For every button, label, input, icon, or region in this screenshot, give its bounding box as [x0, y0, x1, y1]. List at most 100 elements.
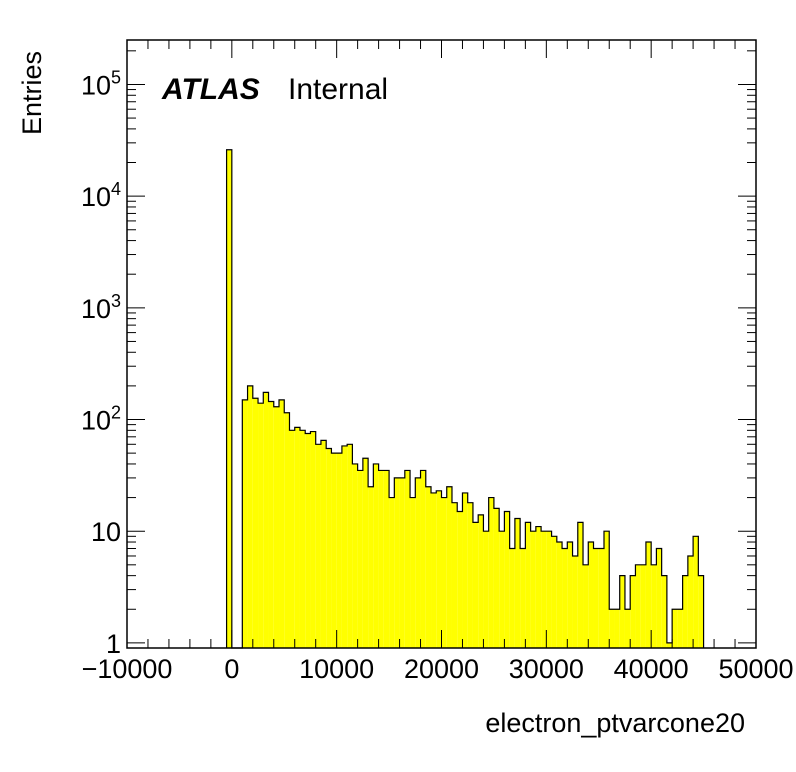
- histogram-bar: [415, 477, 421, 648]
- histogram-bar: [331, 453, 337, 648]
- histogram-bar: [399, 477, 405, 648]
- x-tick-label: 20000: [404, 654, 479, 684]
- histogram-bar: [299, 430, 306, 648]
- histogram-bar: [441, 497, 447, 648]
- histogram-bar: [467, 502, 473, 648]
- histogram-bar: [326, 448, 332, 648]
- histogram-bar: [404, 470, 411, 648]
- histogram-bar: [509, 548, 515, 648]
- histogram-bar: [645, 542, 652, 648]
- histogram-bar: [305, 433, 311, 648]
- y-tick-label: 10: [91, 517, 121, 547]
- histogram-bar: [341, 445, 348, 648]
- histogram-bar: [472, 522, 479, 648]
- histogram-bar: [478, 514, 484, 648]
- histogram-bar: [410, 497, 416, 648]
- histogram-bar: [347, 444, 353, 648]
- histogram-bar: [368, 486, 374, 648]
- histogram-bar: [294, 427, 300, 648]
- histogram-bar: [572, 555, 578, 648]
- histogram-bar: [656, 548, 662, 648]
- histogram-bar: [451, 502, 458, 648]
- histogram-bar: [493, 508, 500, 648]
- histogram-bar: [436, 490, 442, 648]
- histogram-bar: [263, 392, 269, 648]
- histogram-bar: [530, 531, 536, 648]
- x-tick-label: 50000: [718, 654, 793, 684]
- histogram-bar: [514, 518, 521, 648]
- y-axis-ticks: [127, 50, 756, 644]
- histogram-bar: [698, 575, 704, 648]
- histogram-bar: [614, 609, 620, 648]
- histogram-bar: [609, 609, 615, 648]
- histogram-bar: [666, 642, 673, 648]
- histogram-bar: [373, 463, 379, 648]
- x-tick-label: −10000: [82, 654, 173, 684]
- x-tick-label: 40000: [614, 654, 689, 684]
- x-tick-label: 10000: [299, 654, 374, 684]
- histogram-bar: [499, 531, 505, 648]
- histogram-bar: [551, 536, 557, 648]
- y-axis-title: Entries: [17, 51, 47, 135]
- histogram-bar: [310, 431, 316, 648]
- histogram-bar: [593, 548, 599, 648]
- x-tick-label: 30000: [509, 654, 584, 684]
- histogram-bar: [661, 575, 667, 648]
- histogram-bar: [352, 463, 358, 648]
- histogram-bar: [541, 531, 547, 648]
- histogram-bar: [336, 453, 342, 648]
- histogram-bar: [630, 575, 636, 648]
- histogram-bar: [462, 492, 468, 648]
- histogram-bar: [457, 511, 463, 648]
- y-tick-label: 1: [106, 629, 121, 659]
- histogram-bar: [420, 470, 426, 648]
- y-tick-label: 105: [81, 67, 121, 100]
- histogram-bar: [520, 548, 526, 648]
- histogram-outline: [225, 149, 705, 649]
- histogram-bar: [284, 412, 290, 648]
- histogram-bar: [242, 399, 248, 648]
- histogram-bar: [693, 536, 699, 648]
- y-tick-label: 103: [81, 291, 121, 324]
- histogram-bar: [252, 398, 259, 648]
- histogram-bar: [651, 564, 657, 648]
- histogram-bar: [320, 440, 327, 648]
- histogram-bar: [362, 458, 369, 648]
- histogram-bars: [225, 149, 705, 649]
- histogram-bar: [577, 522, 584, 648]
- y-tick-label: 104: [81, 179, 121, 212]
- x-tick-label: 0: [224, 654, 239, 684]
- histogram-bar: [687, 555, 694, 648]
- atlas-label: ATLAS: [161, 73, 260, 106]
- histogram-bar: [357, 470, 363, 648]
- histogram-bar: [226, 149, 232, 648]
- y-axis-tick-labels: 1 10 102 103 104 105: [81, 67, 121, 658]
- histogram-bar: [446, 486, 452, 648]
- histogram-bar: [488, 497, 494, 648]
- histogram-bar: [640, 564, 646, 648]
- histogram-bar: [389, 497, 395, 648]
- histogram-bar: [535, 526, 542, 648]
- histogram-bar: [289, 430, 295, 648]
- histogram-bar: [672, 609, 678, 648]
- histogram-bar: [273, 406, 280, 648]
- histogram-bar: [279, 399, 285, 648]
- x-axis-tick-labels: −10000 0 10000 20000 30000 40000 50000: [82, 654, 794, 684]
- histogram-bar: [619, 575, 625, 648]
- histogram-bar: [394, 477, 400, 648]
- histogram-bar: [624, 609, 631, 648]
- histogram-bar: [682, 575, 688, 648]
- x-axis-ticks: [126, 40, 757, 648]
- histogram-bar: [603, 531, 610, 648]
- histogram-bar: [525, 522, 531, 648]
- histogram-bar: [567, 542, 573, 648]
- histogram-bar: [598, 548, 604, 648]
- histogram-bar: [258, 403, 264, 648]
- histogram-bar: [431, 492, 437, 648]
- histogram-bar: [677, 609, 683, 648]
- histogram-bar: [562, 548, 568, 648]
- x-axis-title: electron_ptvarcone20: [485, 708, 745, 738]
- histogram-bar: [315, 444, 321, 648]
- histogram-bar: [425, 486, 432, 648]
